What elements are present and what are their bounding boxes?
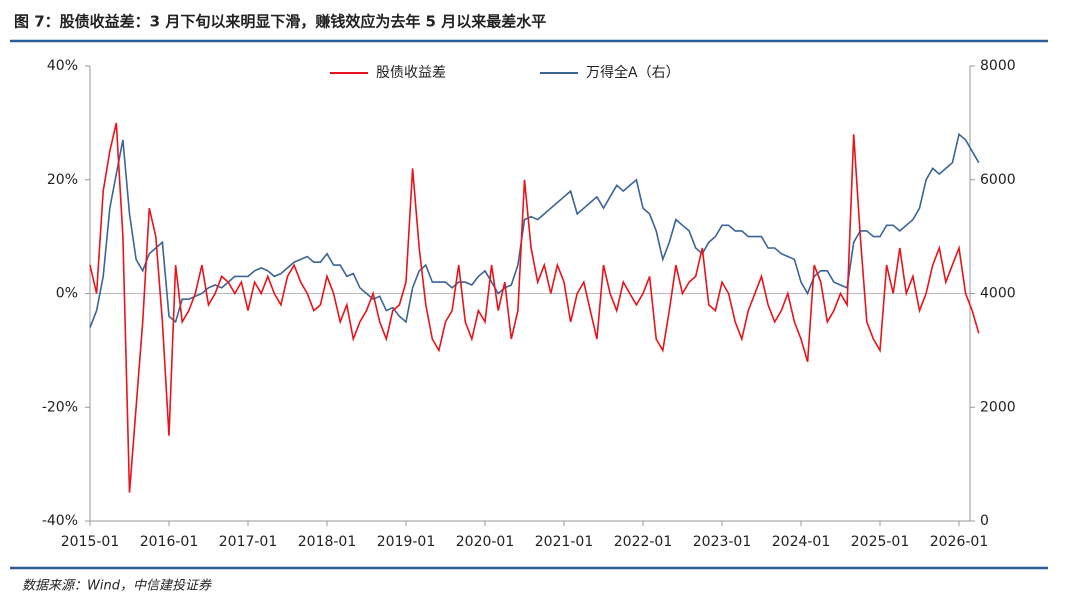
y2-tick-label: 4000 — [980, 286, 1016, 302]
y-tick-label: 40% — [47, 58, 78, 74]
x-tick-label: 2015-01 — [61, 534, 120, 550]
y2-tick-label: 6000 — [980, 172, 1016, 188]
x-tick-label: 2026-01 — [930, 534, 989, 550]
chart-title: 图 7：股债收益差：3 月下旬以来明显下滑，赚钱效应为去年 5 月以来最差水平 — [14, 13, 546, 31]
series-line — [89, 122, 980, 493]
x-tick-label: 2024-01 — [772, 534, 831, 550]
source-note: 数据来源：Wind，中信建投证券 — [22, 579, 212, 594]
x-tick-label: 2020-01 — [456, 534, 515, 550]
x-tick-label: 2017-01 — [219, 534, 278, 550]
y-tick-label: -40% — [42, 513, 78, 529]
y2-tick-label: 0 — [980, 513, 989, 529]
x-tick-label: 2023-01 — [693, 534, 752, 550]
x-tick-label: 2025-01 — [851, 534, 910, 550]
y2-tick-label: 2000 — [980, 399, 1016, 415]
x-tick-label: 2016-01 — [140, 534, 199, 550]
y-tick-label: -20% — [42, 399, 78, 415]
y-tick-label: 0% — [56, 286, 78, 302]
x-tick-label: 2022-01 — [614, 534, 673, 550]
series-line — [89, 132, 980, 328]
legend-label: 股债收益差 — [376, 65, 446, 81]
x-tick-label: 2021-01 — [535, 534, 594, 550]
x-tick-label: 2019-01 — [377, 534, 436, 550]
x-tick-label: 2018-01 — [298, 534, 357, 550]
legend-label: 万得全A（右） — [586, 64, 680, 81]
y-tick-label: 20% — [47, 172, 78, 188]
y2-tick-label: 8000 — [980, 58, 1016, 74]
